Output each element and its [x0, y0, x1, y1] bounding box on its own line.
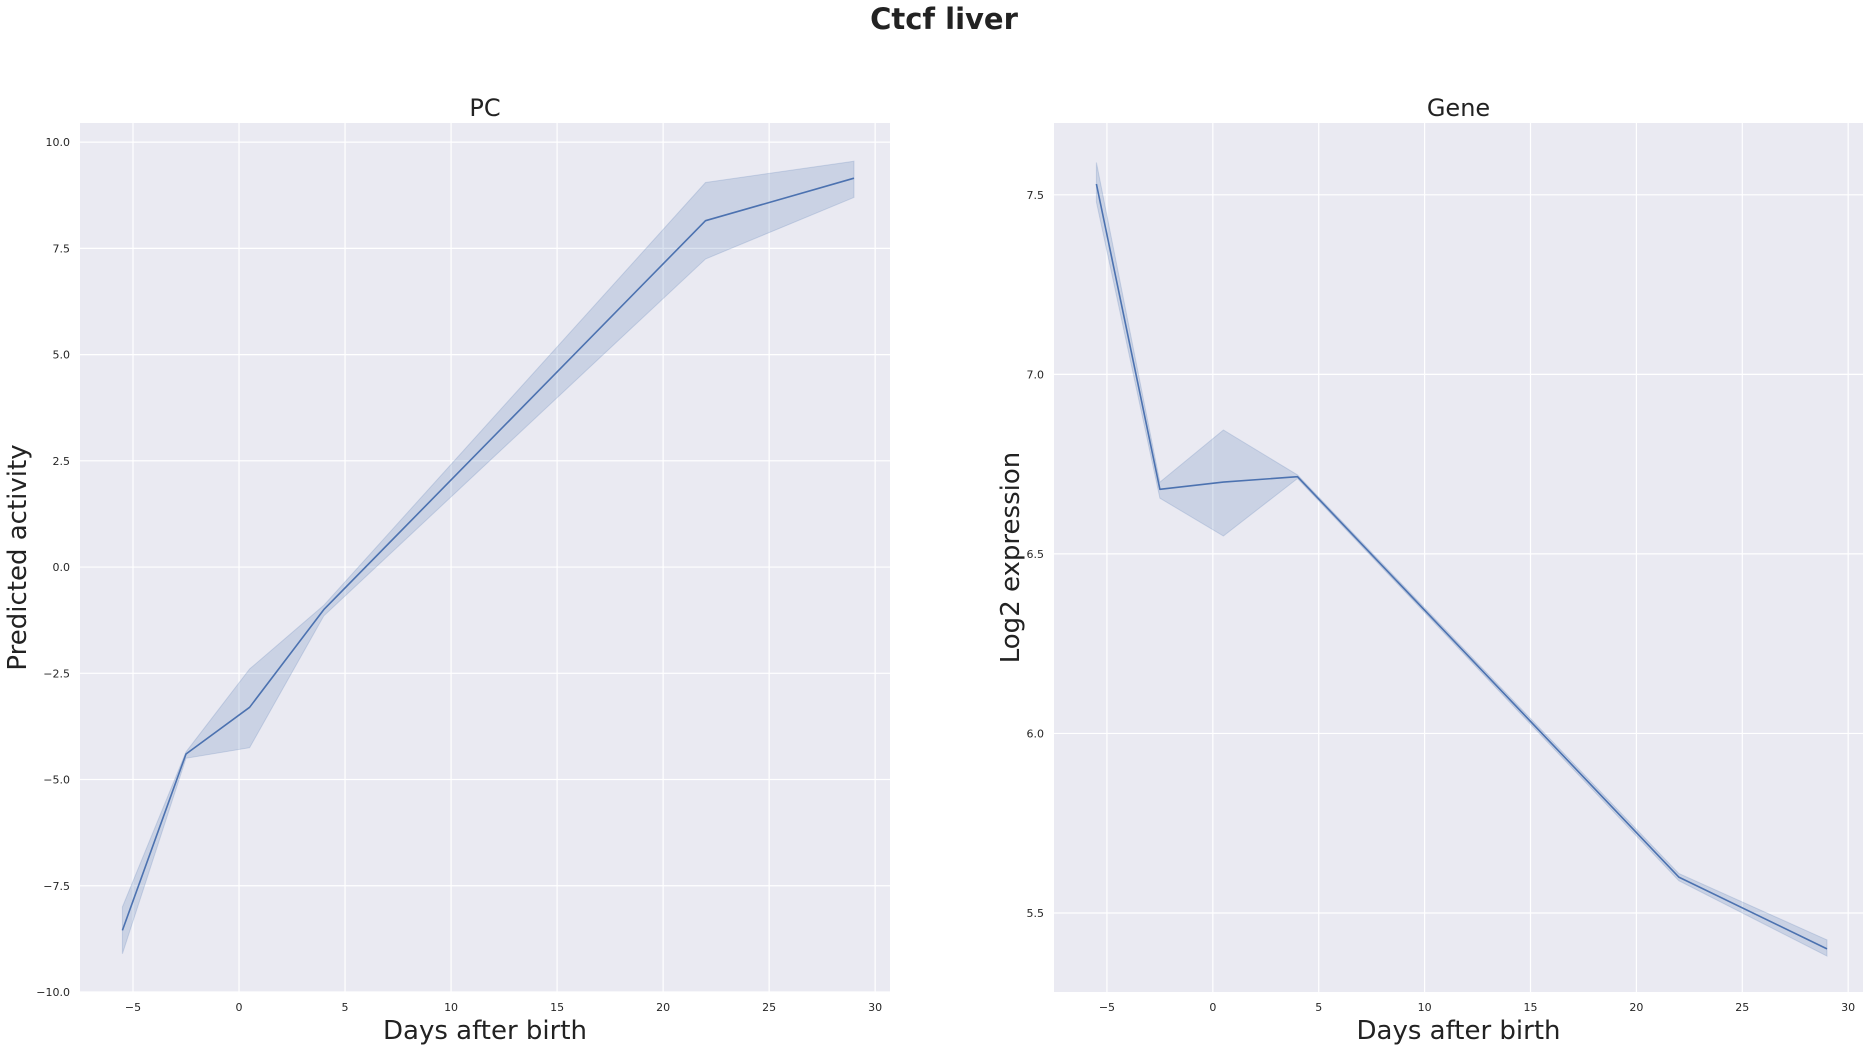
gene-y-tick-label: 6.0 — [1027, 727, 1045, 740]
pc-plot-area — [80, 123, 890, 992]
pc-x-tick-label: 25 — [762, 1001, 776, 1014]
gene-y-axis-label: Log2 expression — [996, 452, 1026, 664]
pc-y-tick-label: −10.0 — [36, 986, 70, 999]
pc-x-tick-label: 10 — [444, 1001, 458, 1014]
gene-y-tick-label: 5.5 — [1027, 907, 1045, 920]
gene-plot-area — [1054, 123, 1863, 992]
gene-x-tick-label: 30 — [1841, 1001, 1855, 1014]
gene-x-tick-label: 25 — [1735, 1001, 1749, 1014]
pc-panel-title: PC — [469, 94, 500, 122]
pc-series-line — [121, 177, 855, 931]
pc-y-tick-label: 5.0 — [53, 349, 71, 362]
gene-panel-title: Gene — [1427, 94, 1490, 122]
pc-y-tick-label: 7.5 — [53, 242, 71, 255]
gene-series-line — [1095, 183, 1828, 950]
gene-x-axis-label: Days after birth — [1356, 1016, 1560, 1046]
pc-y-tick-label: 10.0 — [46, 136, 71, 149]
pc-y-tick-label: 2.5 — [53, 455, 71, 468]
pc-y-axis-label: Predicted activity — [3, 444, 33, 670]
gene-y-tick-label: 7.0 — [1027, 368, 1045, 381]
gene-x-tick-label: 10 — [1418, 1001, 1432, 1014]
pc-confidence-band — [121, 160, 855, 954]
gene-x-tick-label: 15 — [1524, 1001, 1538, 1014]
pc-x-tick-label: −5 — [125, 1001, 141, 1014]
pc-panel: −5 0 5 10 15 20 25 30 −10.0 −7.5 −5.0 −2.5 0.0 2.5 5.0… — [3, 94, 890, 1046]
gene-x-tick-label: −5 — [1099, 1001, 1115, 1014]
pc-y-tick-label: −7.5 — [43, 880, 70, 893]
pc-x-tick-label: 0 — [236, 1001, 243, 1014]
pc-x-tick-label: 30 — [868, 1001, 882, 1014]
gene-confidence-band — [1095, 162, 1828, 957]
gene-x-tick-label: 5 — [1315, 1001, 1322, 1014]
gene-panel: −5 0 5 10 15 20 25 30 5.5 6.0 6.5 7.0 7.5 Gene Days af… — [996, 94, 1863, 1046]
pc-y-tick-label: 0.0 — [53, 561, 71, 574]
gene-x-tick-label: 0 — [1209, 1001, 1216, 1014]
pc-x-tick-label: 5 — [342, 1001, 349, 1014]
pc-x-tick-label: 15 — [550, 1001, 564, 1014]
gene-y-tick-label: 7.5 — [1027, 189, 1045, 202]
pc-y-tick-label: −2.5 — [43, 667, 70, 680]
figure-title: Ctcf liver — [870, 2, 1019, 36]
pc-x-axis-label: Days after birth — [383, 1016, 587, 1046]
pc-y-tick-label: −5.0 — [43, 774, 70, 787]
gene-x-tick-label: 20 — [1629, 1001, 1643, 1014]
pc-x-tick-label: 20 — [656, 1001, 670, 1014]
gene-y-tick-label: 6.5 — [1027, 548, 1045, 561]
